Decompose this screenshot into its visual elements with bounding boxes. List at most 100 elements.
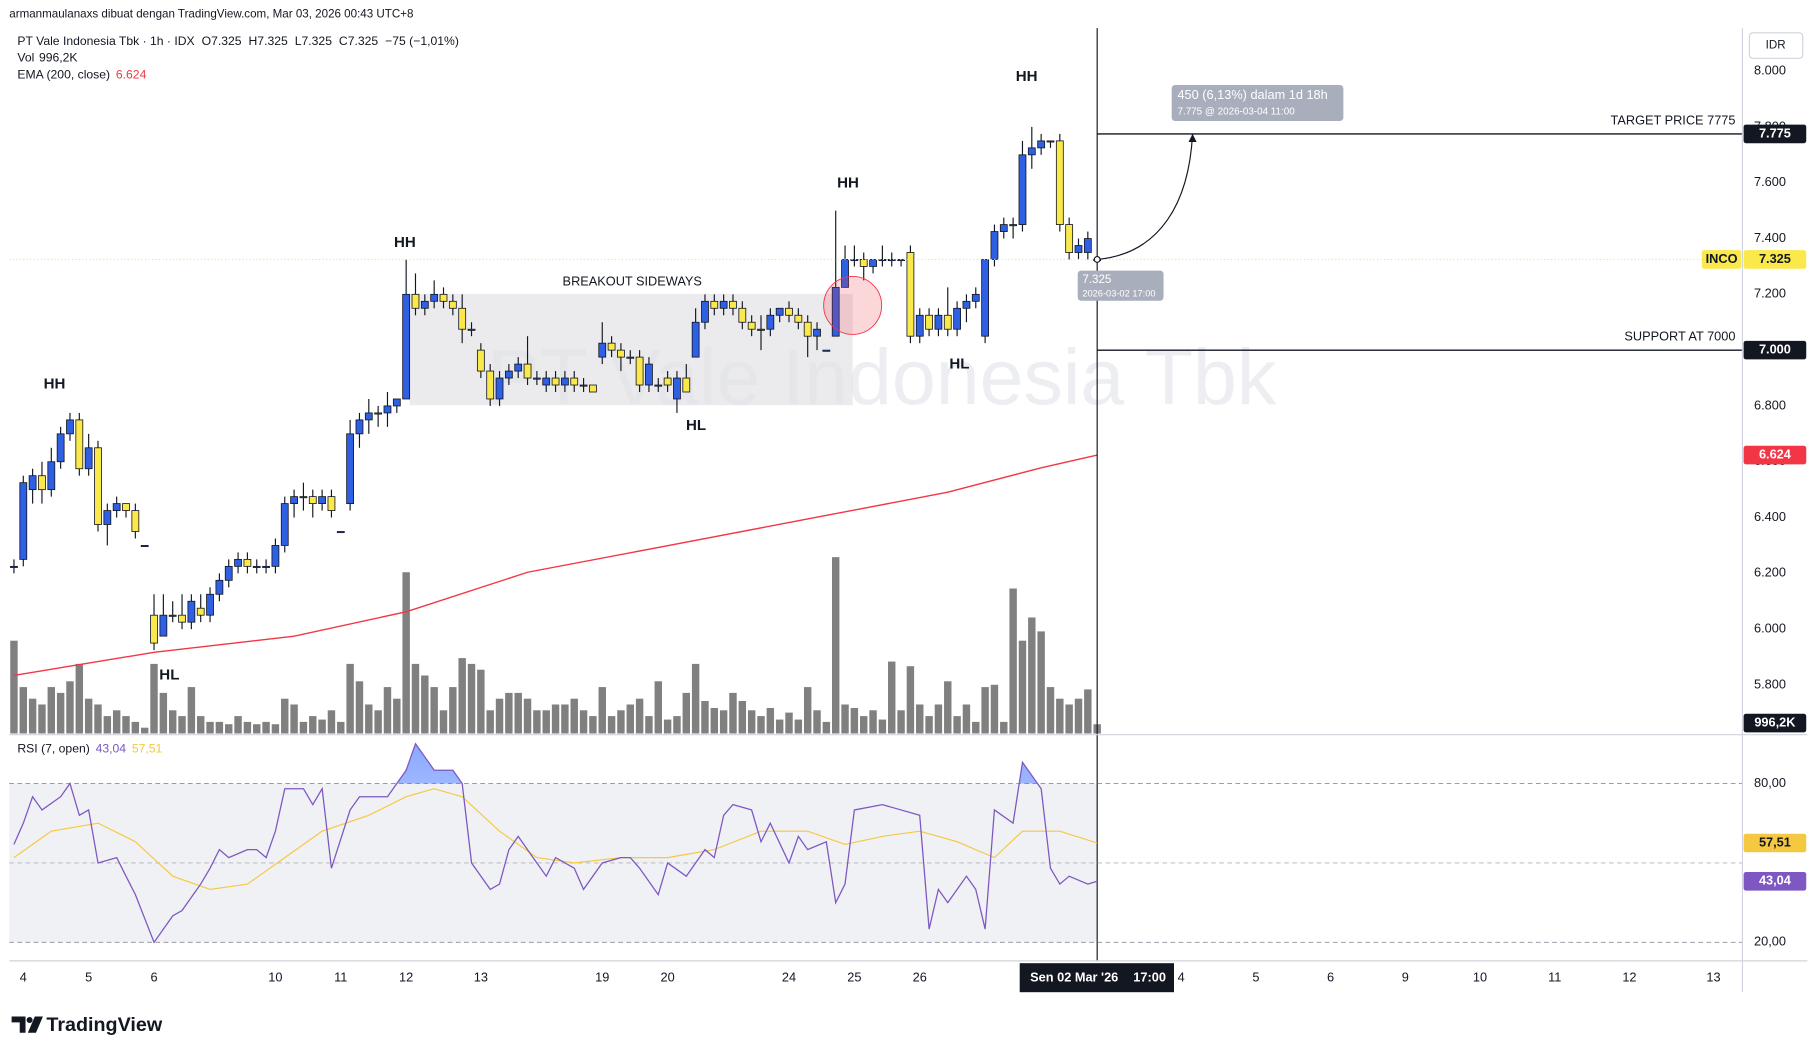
candle-body (252, 565, 261, 568)
volume-bar (645, 716, 653, 734)
candle-body (813, 328, 821, 337)
volume-bar (561, 704, 569, 734)
currency-box (1748, 32, 1804, 59)
crosshair-time-bg (1019, 963, 1174, 993)
volume-bar (1074, 698, 1083, 734)
currency: IDR (1766, 39, 1786, 52)
candle-body (224, 565, 233, 581)
brand: TradingView (46, 1014, 162, 1036)
candle-body (196, 607, 205, 616)
candle-body (523, 363, 532, 379)
candle-body (103, 510, 112, 525)
volume-bar (831, 557, 840, 734)
rsi-badge: 43,04 (1759, 873, 1792, 888)
candle-body (598, 342, 607, 358)
ema-badge: 6.624 (1759, 446, 1792, 461)
legend-rsi: RSI (7, open) 43,04 57,51 (17, 742, 162, 756)
x-tick-label: 25 (847, 970, 861, 985)
y-tick-label: 8.000 (1754, 63, 1786, 78)
candle-body (467, 328, 476, 331)
x-tick-label: 4 (20, 970, 27, 985)
candle-body (981, 259, 989, 337)
candle-body (150, 614, 158, 644)
y-tick-label: 5.800 (1754, 676, 1786, 691)
candle-body (47, 461, 56, 491)
candle-body (579, 384, 588, 387)
volume-bar (10, 640, 18, 734)
volume-bar (383, 687, 392, 734)
y-tick-label: 7.600 (1754, 174, 1786, 189)
candle-body (943, 314, 952, 330)
candle-body (551, 377, 560, 386)
candle-body (430, 293, 439, 302)
y-tick-label: 6.000 (1754, 621, 1786, 636)
candle-body (206, 593, 214, 616)
candle-body (794, 314, 803, 323)
volume-bar (1037, 631, 1045, 734)
volume-bar (47, 687, 56, 734)
candle-body (887, 259, 896, 262)
y-tick-label: 7.200 (1754, 286, 1786, 301)
candle-body (532, 377, 541, 380)
candle-body (336, 531, 345, 534)
volume-bar (327, 710, 336, 734)
candle-body (831, 286, 840, 337)
candle-body (495, 377, 504, 400)
rsi-name: RSI (7, open) (17, 742, 89, 756)
candle-body (1046, 140, 1055, 143)
volume-name: Vol (17, 51, 34, 65)
rsi-ma-value: 57,51 (132, 742, 163, 756)
candle-body (542, 377, 551, 386)
volume-bar (729, 692, 737, 734)
volume-bar (28, 698, 37, 734)
candle-body (215, 579, 224, 595)
annotation: HH (394, 234, 416, 251)
volume-bar (477, 669, 485, 734)
volume-bar (607, 716, 616, 734)
volume-bar (402, 572, 410, 734)
crosshair-date: Sen 02 Mar '26 (1030, 970, 1118, 985)
annotation: HL (159, 666, 179, 683)
candle-body (122, 503, 130, 511)
ema-name: EMA (200, close) (17, 68, 110, 82)
volume-bar (747, 710, 756, 734)
y-tick-label: 7.400 (1754, 230, 1786, 245)
volume-bar (38, 704, 46, 734)
candle-body (66, 419, 74, 435)
x-tick-label: 11 (334, 970, 347, 985)
volume-bar (84, 698, 93, 734)
annotation: HH (44, 375, 66, 392)
volume-bar (719, 710, 728, 734)
candle-body (420, 300, 429, 309)
annotation: HH (1016, 68, 1038, 85)
candle-body (775, 307, 784, 316)
volume-bar (271, 724, 280, 734)
volume-bar (430, 687, 438, 734)
volume-bar (56, 692, 65, 734)
candle-body (859, 259, 868, 267)
x-tick-label: 9 (1402, 970, 1409, 985)
volume-bar (421, 675, 429, 734)
volume-bar (122, 716, 130, 734)
candle-body (75, 419, 84, 470)
x-tick-label: 5 (85, 970, 92, 985)
volume-bar (206, 721, 214, 734)
measure-start-box (1077, 270, 1164, 301)
candle-body (729, 300, 737, 309)
x-tick-label: 11 (1548, 970, 1561, 985)
x-tick-label: 12 (1622, 970, 1636, 985)
volume-bar (309, 716, 317, 734)
volume-bar (75, 663, 84, 734)
x-tick-label: 19 (595, 970, 609, 985)
candle-body (1074, 245, 1083, 253)
measure-arrow (1188, 133, 1197, 143)
candle-body (934, 314, 943, 330)
volume-bar (542, 710, 550, 734)
x-tick-label: 24 (782, 970, 796, 985)
candle-body (906, 252, 915, 337)
volume-bar (673, 716, 681, 734)
candle-body (822, 349, 831, 352)
volume-bar (103, 716, 112, 734)
volume-bar (990, 684, 999, 734)
breakout-circle (823, 275, 883, 335)
